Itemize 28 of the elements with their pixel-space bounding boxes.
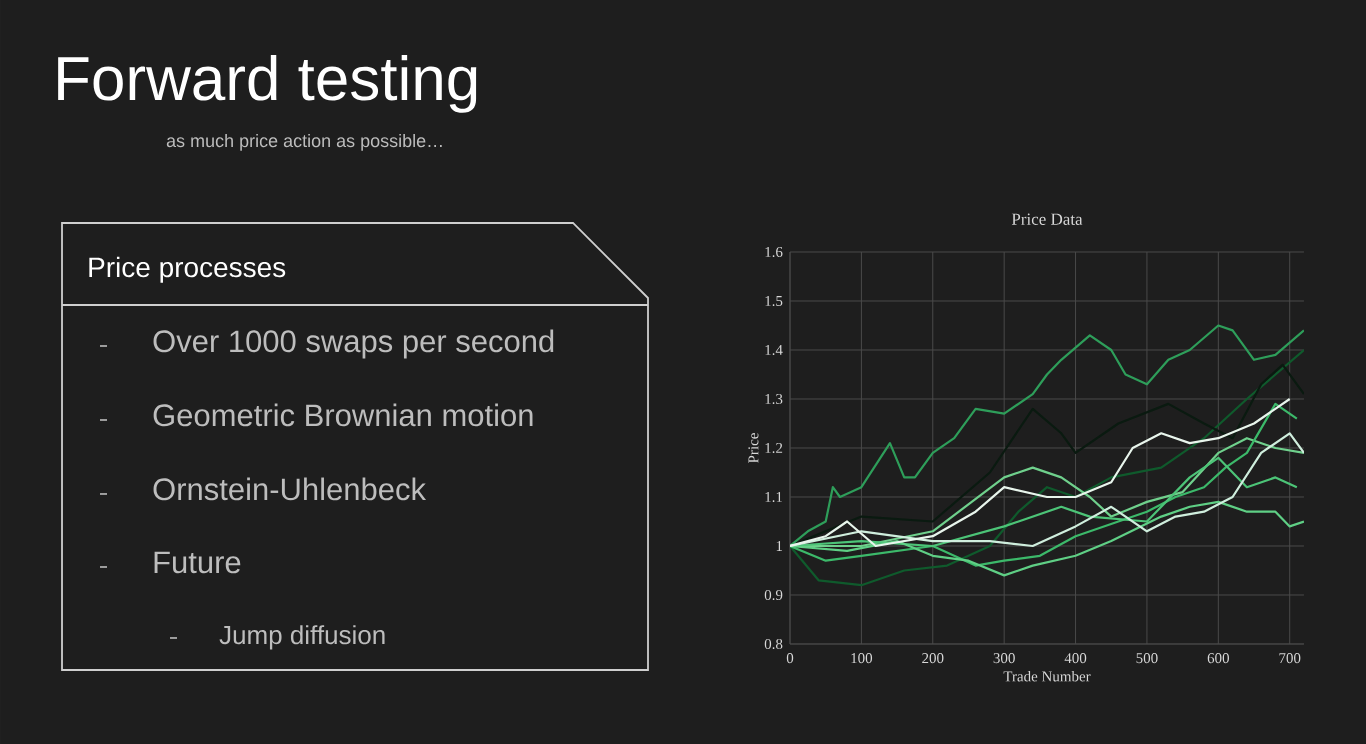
text: Future [154,551,241,574]
x-tick-label: 600 [1207,653,1230,664]
chart-title: Price Data [1011,213,1083,225]
y-tick-label: 0.8 [764,638,783,650]
x-axis-title: Trade Number [1003,670,1091,682]
text: as much price action as possible… [166,133,442,151]
y-tick-label: 1.2 [765,442,783,454]
y-tick-label: 1.6 [765,246,783,258]
text: Over 1000 swaps per second [153,329,554,359]
y-tick-label: 1.5 [765,295,783,307]
text: Forward testing [58,55,477,113]
x-tick-label: 300 [993,653,1015,664]
y-tick-label: 0.9 [764,589,783,601]
text: Jump diffusion [219,625,385,650]
y-tick-label: 1.4 [765,344,783,356]
y-tick-label: 1.1 [765,491,783,503]
text: Geometric Brownian motion [153,403,533,427]
x-tick-label: 700 [1279,653,1301,664]
x-tick-label: 0 [786,653,794,664]
text: Price processes [89,256,286,283]
x-tick-label: 400 [1064,653,1087,664]
text: Ornstein-Uhlenbeck [153,477,427,501]
y-tick-label: 1 [776,541,783,551]
x-tick-label: 500 [1136,653,1158,664]
y-axis-title: Price [748,433,759,463]
y-tick-label: 1.3 [765,393,783,405]
x-tick-label: 100 [851,653,873,664]
x-tick-label: 200 [922,653,944,664]
